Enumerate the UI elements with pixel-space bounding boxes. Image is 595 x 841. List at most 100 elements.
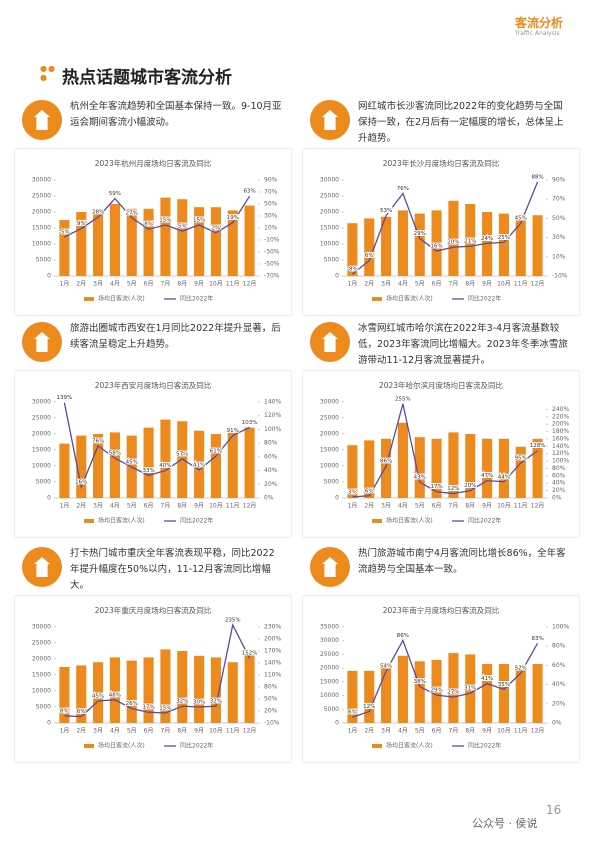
- data-label: 76%: [92, 438, 104, 444]
- data-label: 26%: [126, 701, 138, 707]
- y-tick-label: 30000: [320, 399, 339, 406]
- x-tick-label: 10月: [209, 728, 223, 735]
- data-label: 25%: [498, 235, 510, 241]
- icon: [310, 547, 350, 587]
- x-tick-label: 11月: [514, 281, 528, 288]
- y2-tick-label: 20%: [264, 708, 278, 715]
- bar: [76, 665, 87, 723]
- x-tick-label: 1月: [60, 728, 70, 735]
- data-label: 15%: [159, 218, 171, 224]
- line: [64, 195, 251, 238]
- y2-tick-label: 90%: [552, 177, 566, 184]
- y-tick-label: 0: [47, 273, 51, 280]
- x-tick-label: 7月: [161, 503, 171, 510]
- x-tick-label: 6月: [432, 281, 442, 288]
- x-tick-label: 5月: [415, 728, 425, 735]
- x-tick-label: 6月: [144, 728, 154, 735]
- x-tick-label: 4月: [398, 503, 408, 510]
- chart-title: 2023年重庆月度场均日客流及同比: [95, 605, 212, 615]
- x-tick-label: 12月: [531, 728, 545, 735]
- legend-label: 同比2022年: [180, 517, 213, 525]
- legend-label: 同比2022年: [468, 295, 501, 303]
- chart: 2023年哈尔滨月度场均日客流及同比 0 5000 10000 15000 20000 25…: [302, 370, 580, 538]
- data-label: 47%: [481, 473, 493, 479]
- x-tick-label: 5月: [127, 281, 137, 288]
- y2-tick-label: 50%: [264, 201, 278, 208]
- x-tick-label: 4月: [110, 281, 120, 288]
- bar: [532, 215, 543, 276]
- data-label: 17%: [430, 484, 442, 490]
- x-tick-label: 3月: [93, 281, 103, 288]
- data-label: 32%: [176, 699, 188, 705]
- y2-tick-label: 230%: [264, 624, 281, 631]
- y2-tick-label: -10%: [552, 273, 568, 280]
- x-tick-label: 6月: [144, 281, 154, 288]
- bar: [431, 210, 442, 276]
- y2-tick-label: 180%: [552, 428, 569, 435]
- y-tick-label: 5000: [324, 479, 339, 486]
- y2-tick-label: -10%: [264, 237, 280, 244]
- bar: [414, 213, 425, 276]
- bar: [482, 438, 493, 498]
- y2-tick-label: 100%: [552, 458, 569, 465]
- legend-label: 同比2022年: [180, 295, 213, 303]
- data-label: 54%: [380, 664, 392, 670]
- y2-tick-label: 100%: [264, 426, 281, 433]
- x-tick-label: 11月: [514, 503, 528, 510]
- bar: [465, 434, 476, 498]
- y-tick-label: 15000: [32, 447, 51, 454]
- x-tick-label: 11月: [226, 728, 240, 735]
- y-tick-label: 5000: [324, 257, 339, 264]
- bar: [59, 220, 70, 276]
- bar: [59, 443, 70, 498]
- bar: [381, 662, 392, 723]
- x-tick-label: 8月: [177, 281, 187, 288]
- page-title: 热点话题城市客流分析: [62, 68, 232, 88]
- y-tick-label: 20000: [32, 431, 51, 438]
- x-tick-label: 2月: [364, 503, 374, 510]
- icon: [310, 322, 350, 362]
- x-tick-label: 9月: [194, 503, 204, 510]
- y2-tick-label: 60%: [552, 662, 566, 669]
- bar: [381, 216, 392, 276]
- icon: [22, 100, 62, 140]
- legend-swatch: [84, 744, 94, 748]
- y2-tick-label: 120%: [552, 450, 569, 457]
- data-label: 91%: [227, 428, 239, 434]
- chart: 2023年重庆月度场均日客流及同比 0 5000 10000 15000 20000 250…: [14, 595, 292, 763]
- data-label: 27%: [126, 210, 138, 216]
- chart-title: 2023年南宁月度场均日客流及同比: [383, 605, 500, 615]
- data-label: 6%: [365, 253, 374, 259]
- y-tick-label: 25000: [32, 193, 51, 200]
- x-tick-label: 2月: [364, 281, 374, 288]
- x-tick-label: 5月: [127, 728, 137, 735]
- data-label: 8%: [60, 708, 69, 714]
- x-tick-label: 12月: [243, 728, 257, 735]
- data-label: 16%: [75, 480, 87, 486]
- data-label: 27%: [447, 690, 459, 696]
- line: [63, 402, 250, 490]
- data-label: 44%: [498, 474, 510, 480]
- data-label: -5%: [59, 230, 70, 236]
- bar: [414, 661, 425, 723]
- x-tick-label: 3月: [381, 503, 391, 510]
- data-label: 8%: [144, 222, 153, 228]
- data-label: 83%: [531, 636, 543, 642]
- bar: [465, 204, 476, 276]
- data-label: 41%: [481, 676, 493, 682]
- y-tick-label: 10000: [320, 241, 339, 248]
- y2-tick-label: 50%: [264, 696, 278, 703]
- data-label: 76%: [397, 186, 409, 192]
- data-label: 45%: [515, 216, 527, 222]
- bar: [431, 659, 442, 723]
- y2-tick-label: 140%: [552, 443, 569, 450]
- bar: [194, 430, 205, 498]
- bar: [194, 207, 205, 276]
- x-tick-label: 10月: [497, 728, 511, 735]
- bar: [109, 432, 120, 498]
- legend-label: 同比2022年: [180, 742, 213, 750]
- data-label: 20%: [464, 483, 476, 489]
- bar: [76, 212, 87, 276]
- section-text: 冰雪网红城市哈尔滨在2022年3-4月客流基数较低，2023年客流同比增幅大。2…: [358, 323, 568, 366]
